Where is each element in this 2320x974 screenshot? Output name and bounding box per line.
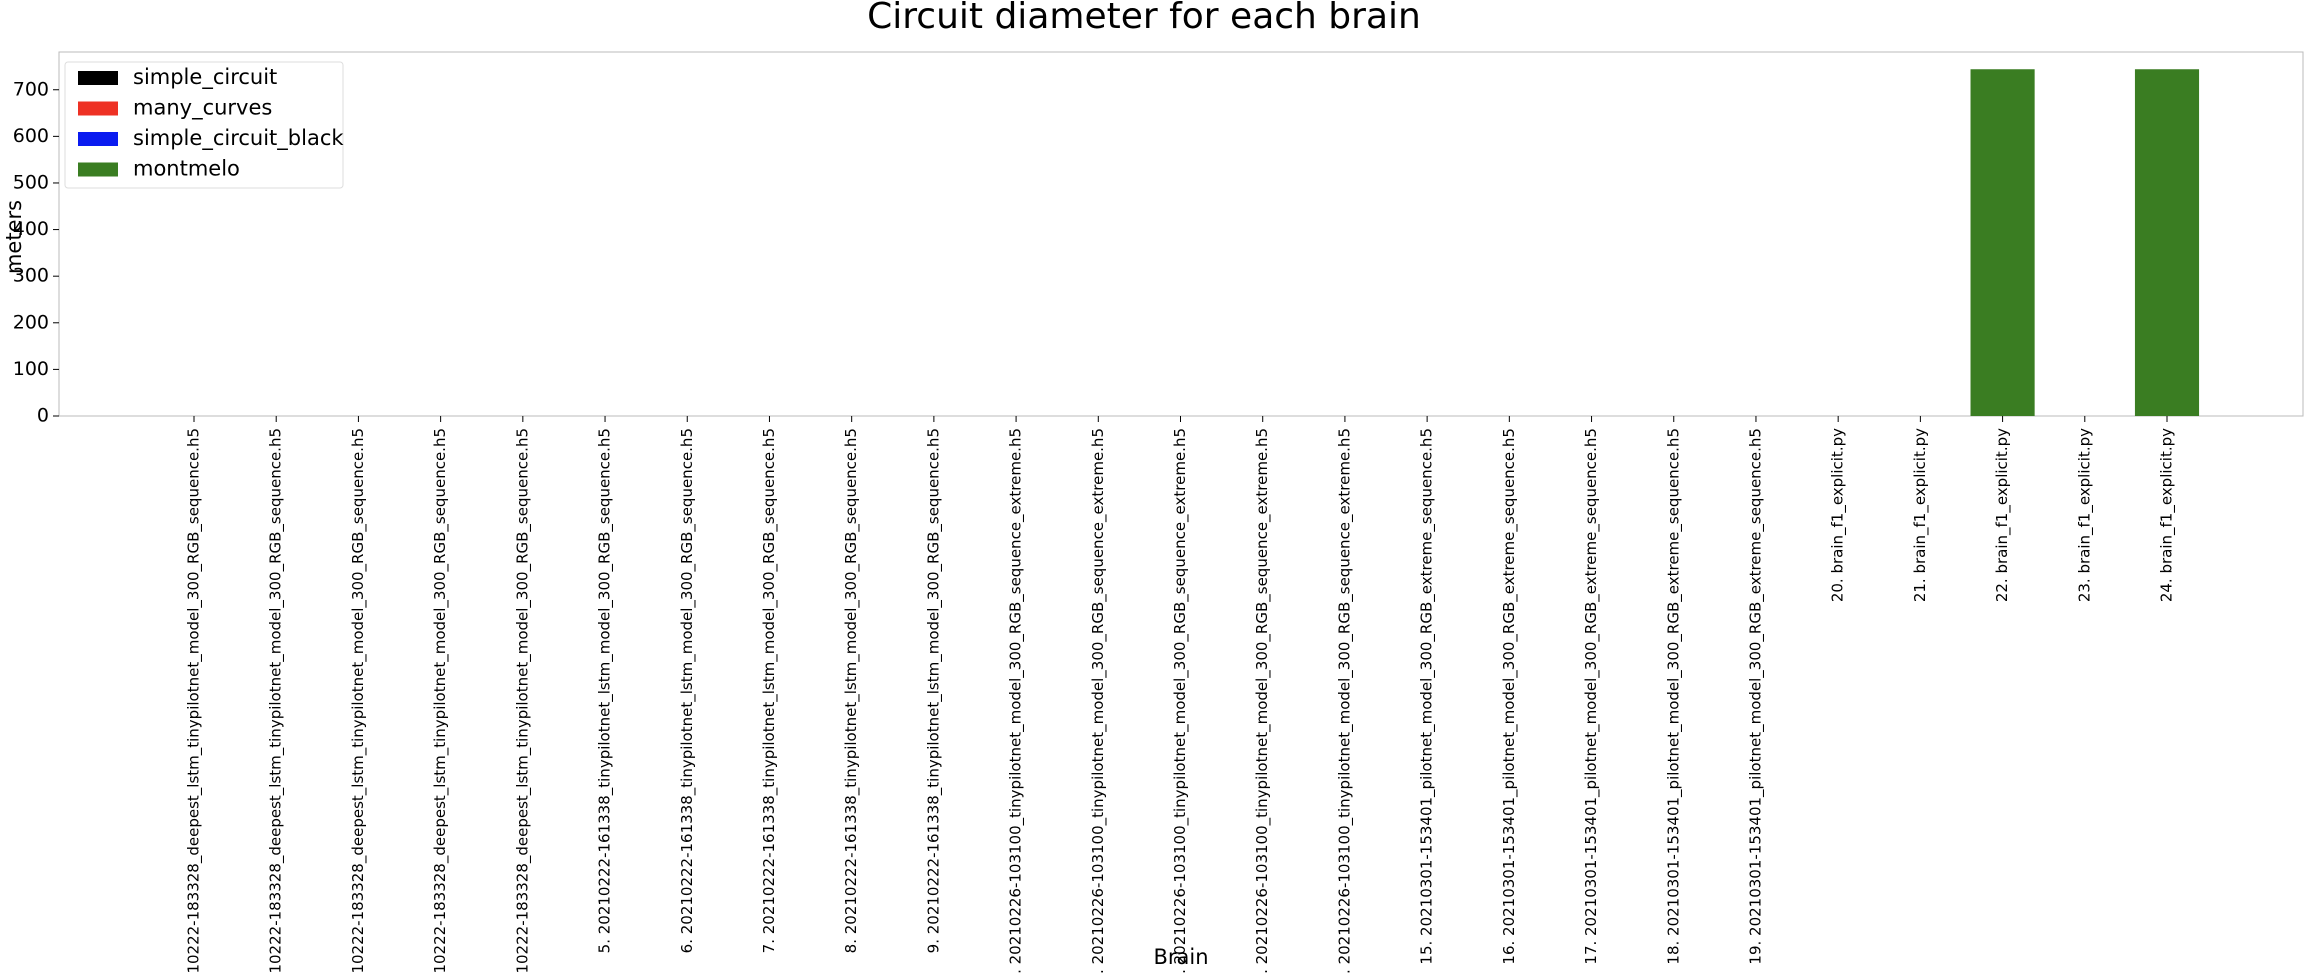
y-tick-label: 200 [13,311,49,333]
x-tick-label: 11. 20210226-103100_tinypilotnet_model_3… [1089,428,1108,974]
x-axis-label: Brain [1153,945,1208,969]
x-tick-label: 1. 20210222-183328_deepest_lstm_tinypilo… [267,428,286,974]
x-tick-label: 19. 20210301-153401_pilotnet_model_300_R… [1746,428,1765,965]
x-tick-label: 5. 20210222-161338_tinypilotnet_lstm_mod… [596,428,615,953]
y-tick-label: 700 [13,78,49,100]
x-tick-label: 10. 20210226-103100_tinypilotnet_model_3… [1007,428,1026,974]
y-tick-label: 500 [13,171,49,193]
x-tick-label: 0. 20210222-183328_deepest_lstm_tinypilo… [185,428,204,974]
chart-title: Circuit diameter for each brain [867,0,1421,37]
y-tick-label: 400 [13,218,49,240]
x-tick-label: 20. brain_f1_explicit.py [1829,428,1848,602]
y-tick-label: 300 [13,265,49,287]
x-tick-label: 16. 20210301-153401_pilotnet_model_300_R… [1500,428,1519,965]
x-tick-label: 15. 20210301-153401_pilotnet_model_300_R… [1418,428,1437,965]
legend-swatch [78,101,118,116]
x-tick-label: 14. 20210226-103100_tinypilotnet_model_3… [1335,428,1354,974]
x-tick-label: 17. 20210301-153401_pilotnet_model_300_R… [1582,428,1601,965]
legend-swatch [78,132,118,146]
y-tick-label: 600 [13,125,49,147]
legend-label: simple_circuit [133,65,277,90]
x-tick-label: 2. 20210222-183328_deepest_lstm_tinypilo… [349,428,368,974]
x-tick-label: 7. 20210222-161338_tinypilotnet_lstm_mod… [760,428,779,953]
x-tick-label: 9. 20210222-161338_tinypilotnet_lstm_mod… [924,428,943,953]
legend-swatch [78,71,118,85]
x-tick-label: 13. 20210226-103100_tinypilotnet_model_3… [1253,428,1272,974]
y-axis-label: meters [2,200,26,274]
x-tick-label: 12. 20210226-103100_tinypilotnet_model_3… [1171,428,1190,974]
legend-box [64,61,344,189]
bar [1970,69,2035,416]
x-tick-label: 24. brain_f1_explicit.py [2158,428,2177,602]
x-tick-label: 21. brain_f1_explicit.py [1911,428,1930,602]
y-tick-label: 100 [13,358,49,380]
legend-swatch [78,162,118,177]
x-tick-label: 8. 20210222-161338_tinypilotnet_lstm_mod… [842,428,861,953]
legend-label: montmelo [133,157,240,181]
x-tick-label: 18. 20210301-153401_pilotnet_model_300_R… [1664,428,1683,965]
bar [2134,69,2200,416]
x-tick-label: 22. brain_f1_explicit.py [1993,428,2012,602]
x-tick-label: 3. 20210222-183328_deepest_lstm_tinypilo… [431,428,450,974]
x-tick-label: 6. 20210222-161338_tinypilotnet_lstm_mod… [678,428,697,953]
legend-label: many_curves [133,96,272,121]
y-tick-label: 0 [37,405,49,427]
legend-label: simple_circuit_black [133,126,344,151]
x-tick-label: 4. 20210222-183328_deepest_lstm_tinypilo… [513,428,532,974]
x-tick-label: 23. brain_f1_explicit.py [2075,428,2094,602]
